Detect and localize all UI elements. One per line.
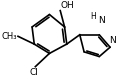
Text: CH₃: CH₃ <box>1 32 17 41</box>
Text: N: N <box>98 16 105 25</box>
Text: Cl: Cl <box>30 68 39 77</box>
Text: N: N <box>109 36 116 45</box>
Text: H: H <box>90 12 96 21</box>
Text: OH: OH <box>61 1 75 10</box>
